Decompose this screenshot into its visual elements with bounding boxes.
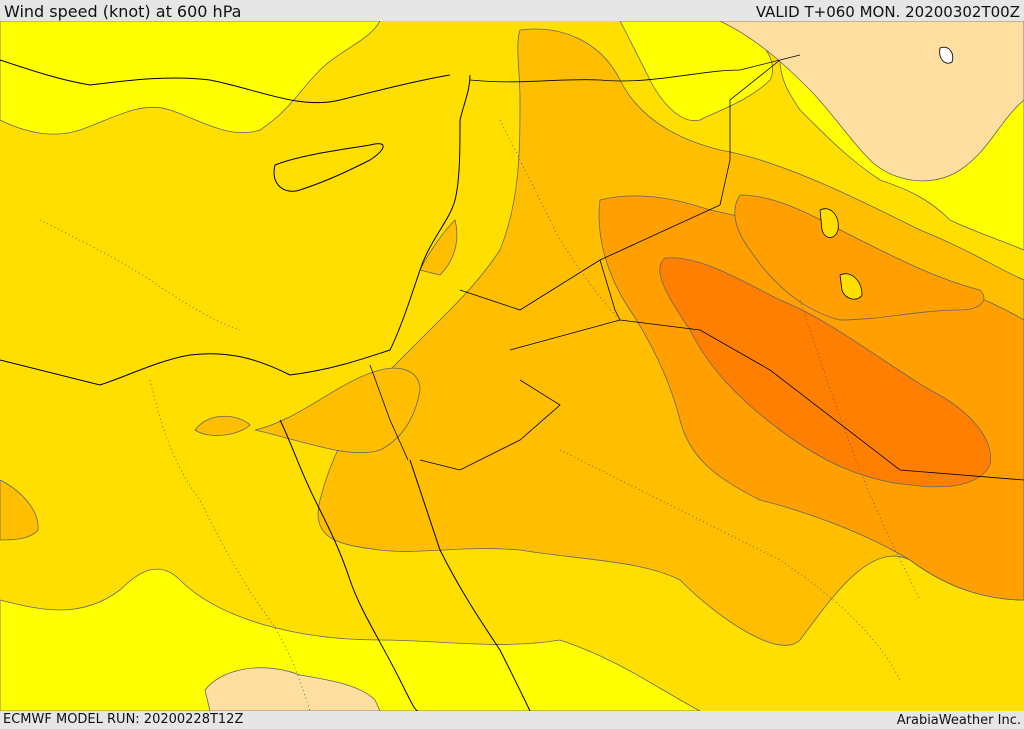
valid-time-label: VALID T+060 MON. 20200302T00Z — [755, 3, 1020, 21]
border-line-7 — [599, 259, 621, 321]
wind-band-high-ne — [734, 194, 985, 321]
wind-band-low-north — [0, 21, 381, 135]
dotted-border — [149, 379, 311, 711]
border-line-5 — [369, 364, 409, 461]
coastline-red-sea — [279, 419, 419, 711]
lake-marker — [819, 208, 839, 238]
coastline-red-sea-east — [409, 459, 531, 711]
coastline-cyprus — [273, 143, 384, 192]
lake-marker-3 — [939, 46, 954, 64]
wind-band-highest — [659, 257, 992, 488]
lake-marker-2 — [839, 273, 863, 300]
wind-speed-map[interactable] — [0, 21, 1024, 711]
coastline-med — [0, 74, 471, 386]
wind-band-mid-high-lebanon — [419, 219, 458, 276]
dotted-border-3 — [799, 299, 921, 601]
coastline-turkey — [0, 59, 451, 104]
dotted-border-2 — [559, 449, 901, 681]
border-line-4 — [419, 379, 561, 471]
footer-bar: ECMWF MODEL RUN: 20200228T12Z ArabiaWeat… — [0, 711, 1024, 729]
border-line — [469, 54, 801, 83]
wind-band-low-south — [0, 568, 701, 711]
wind-band-mid-high-sinai — [194, 415, 251, 436]
border-line-2 — [459, 204, 721, 311]
model-run-label: ECMWF MODEL RUN: 20200228T12Z — [3, 712, 244, 727]
border-line-3 — [509, 319, 1024, 481]
map-canvas — [0, 21, 1024, 711]
wind-band-mid-high-sw — [0, 479, 39, 541]
header-bar: Wind speed (knot) at 600 hPa VALID T+060… — [0, 0, 1024, 21]
wind-band-low-north2 — [619, 21, 773, 122]
border-line-6 — [719, 59, 781, 206]
provider-label: ArabiaWeather Inc. — [896, 713, 1021, 728]
wind-band-lowest-south — [204, 667, 381, 711]
map-title: Wind speed (knot) at 600 hPa — [4, 2, 242, 21]
